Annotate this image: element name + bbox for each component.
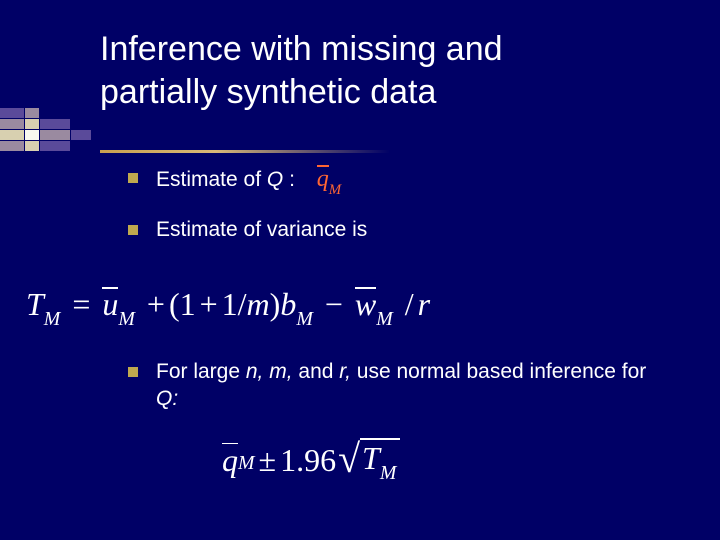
bullet-1-prefix: Estimate of [156, 168, 267, 191]
bullet-icon [128, 225, 138, 235]
equation-ci: qM ±1.96 √ TM [222, 438, 400, 482]
slide-title: Inference with missing and partially syn… [100, 28, 660, 113]
title-line-2: partially synthetic data [100, 73, 436, 111]
bullet-1: Estimate of Q : qM [128, 164, 668, 198]
bullet-1-var: Q [267, 168, 283, 191]
bullet-2: Estimate of variance is [128, 216, 668, 243]
bullet-icon [128, 367, 138, 377]
bullet-3: For large n, m, and r, use normal based … [128, 358, 668, 413]
slide-body: Estimate of Q : qM Estimate of variance … [128, 164, 668, 261]
bullet-2-text: Estimate of variance is [156, 216, 668, 243]
bullet-1-suffix: : [283, 168, 295, 191]
corner-decoration [0, 108, 100, 154]
title-line-1: Inference with missing and [100, 30, 503, 68]
bullet-icon [128, 173, 138, 183]
sqrt: √ TM [338, 438, 400, 482]
title-underline [100, 150, 390, 153]
formula-qbar: qM [317, 164, 341, 198]
equation-variance: TM = uM +(1+1/m)bM − wM /r [26, 286, 706, 328]
b3-prefix: For large [156, 360, 246, 383]
